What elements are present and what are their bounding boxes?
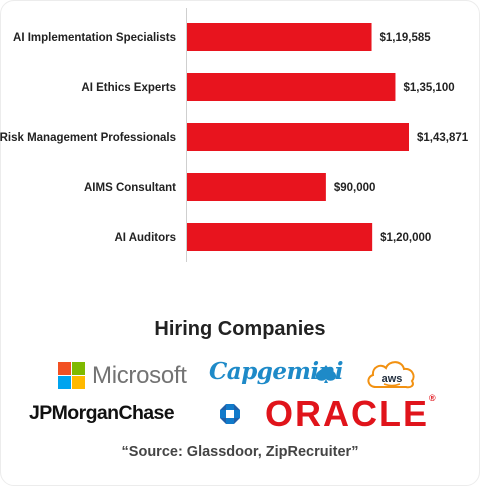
- registered-mark: ®: [429, 393, 436, 403]
- bar: [187, 123, 409, 151]
- category-label: AIMS Consultant: [84, 182, 176, 194]
- bar: [187, 73, 396, 101]
- category-label: Risk Management Professionals: [0, 132, 176, 144]
- value-label: $1,19,585: [380, 32, 432, 44]
- bars-group: AI Implementation Specialists $1,19,585 AI…: [0, 23, 469, 251]
- bar: [187, 23, 372, 51]
- aws-wordmark: aws: [382, 373, 403, 385]
- value-label: $1,35,100: [403, 82, 454, 94]
- oracle-text: ORACLE: [265, 393, 429, 434]
- microsoft-green-square: [72, 362, 85, 375]
- microsoft-wordmark: Microsoft: [92, 362, 187, 389]
- value-label: $90,000: [334, 182, 376, 194]
- microsoft-blue-square: [58, 376, 71, 389]
- bar: [187, 223, 373, 251]
- oracle-wordmark: ORACLE®: [265, 393, 436, 435]
- microsoft-yellow-square: [72, 376, 85, 389]
- category-label: AI Auditors: [114, 232, 176, 244]
- microsoft-red-square: [58, 362, 71, 375]
- aws-logo: aws: [367, 361, 415, 389]
- hiring-companies-title: Hiring Companies: [154, 318, 326, 340]
- capgemini-spade-icon: [315, 365, 337, 383]
- microsoft-logo: [58, 362, 85, 389]
- chase-octagon-icon: [220, 404, 240, 424]
- source-note: “Source: Glassdoor, ZipRecruiter”: [121, 444, 359, 460]
- salary-bar-chart: AI Implementation Specialists $1,19,585 AI…: [0, 8, 469, 262]
- value-label: $1,20,000: [380, 232, 431, 244]
- value-label: $1,43,871: [417, 132, 469, 144]
- category-label: AI Ethics Experts: [81, 82, 176, 94]
- bar: [187, 173, 326, 201]
- jpmorganchase-wordmark: JPMorganChase: [29, 402, 175, 424]
- category-label: AI Implementation Specialists: [13, 32, 176, 44]
